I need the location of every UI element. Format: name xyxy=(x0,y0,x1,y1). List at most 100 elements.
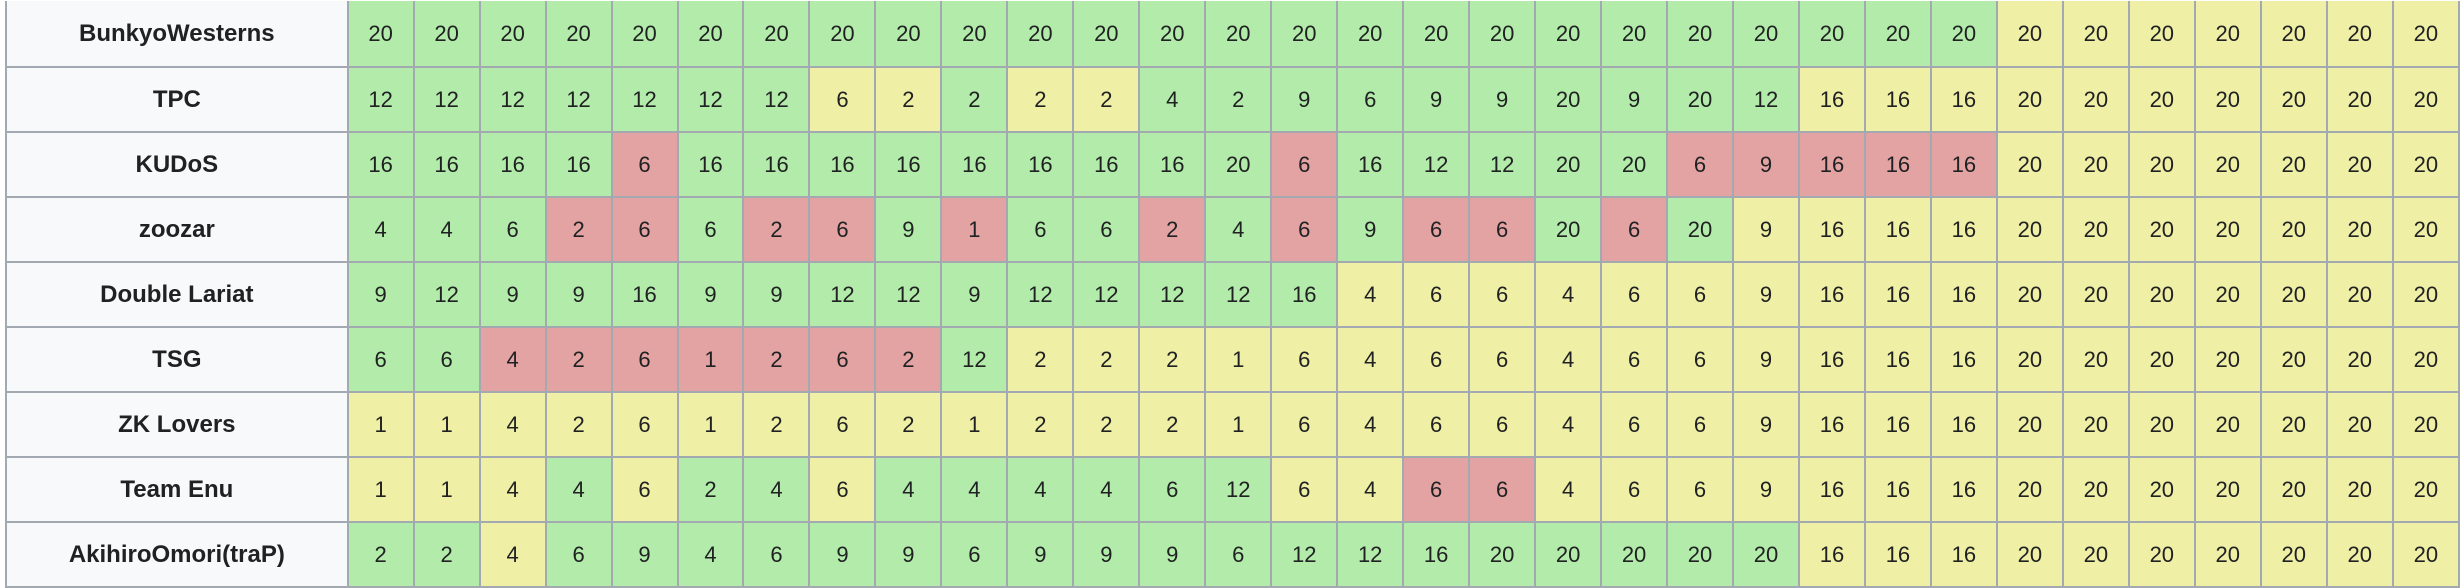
score-cell: 9 xyxy=(1732,456,1800,523)
score-cell: 20 xyxy=(478,1,547,68)
score-cell: 16 xyxy=(610,261,679,328)
score-cell: 2 xyxy=(346,521,415,588)
score-cell: 2 xyxy=(1072,66,1141,133)
score-cell: 6 xyxy=(1204,521,1273,588)
score-cell: 12 xyxy=(478,66,547,133)
score-cell: 20 xyxy=(1863,1,1932,68)
score-cell: 6 xyxy=(610,391,679,458)
score-cell: 4 xyxy=(346,196,415,263)
scoreboard-body: BunkyoWesterns 20 20 20 20 20 20 20 20 20 20 20 20 20… xyxy=(5,1,2460,588)
score-cell: 20 xyxy=(2325,66,2394,133)
score-cell: 20 xyxy=(1666,1,1735,68)
score-cell: 16 xyxy=(1929,391,1998,458)
score-cell: 4 xyxy=(478,521,547,588)
score-cell: 20 xyxy=(2193,391,2262,458)
score-cell: 20 xyxy=(2127,196,2196,263)
score-cell: 6 xyxy=(1600,261,1669,328)
score-cell: 16 xyxy=(1863,391,1932,458)
score-cell: 20 xyxy=(2259,261,2328,328)
score-cell: 12 xyxy=(1072,261,1141,328)
score-cell: 20 xyxy=(1995,1,2064,68)
score-cell: 9 xyxy=(742,261,811,328)
score-cell: 16 xyxy=(874,131,943,198)
score-cell: 12 xyxy=(1138,261,1207,328)
score-cell: 20 xyxy=(2391,261,2460,328)
score-cell: 4 xyxy=(1534,391,1603,458)
score-cell: 6 xyxy=(742,521,811,588)
score-cell: 20 xyxy=(1072,1,1141,68)
score-cell: 12 xyxy=(1204,456,1273,523)
score-cell: 6 xyxy=(808,456,877,523)
score-cell: 16 xyxy=(1929,66,1998,133)
score-cell: 4 xyxy=(940,456,1009,523)
score-cell: 20 xyxy=(2259,521,2328,588)
score-cell: 6 xyxy=(1072,196,1141,263)
score-cell: 2 xyxy=(1072,326,1141,393)
score-cell: 20 xyxy=(2193,521,2262,588)
score-cell: 20 xyxy=(742,1,811,68)
score-cell: 20 xyxy=(676,1,745,68)
score-cell: 20 xyxy=(2127,326,2196,393)
score-cell: 4 xyxy=(478,456,547,523)
score-cell: 16 xyxy=(808,131,877,198)
score-cell: 20 xyxy=(1270,1,1339,68)
score-cell: 16 xyxy=(1863,131,1932,198)
score-cell: 20 xyxy=(1732,1,1800,68)
score-cell: 16 xyxy=(1006,131,1075,198)
score-cell: 2 xyxy=(1138,196,1207,263)
score-cell: 12 xyxy=(412,261,481,328)
score-cell: 20 xyxy=(2127,66,2196,133)
score-cell: 6 xyxy=(1666,326,1735,393)
score-cell: 20 xyxy=(874,1,943,68)
score-cell: 20 xyxy=(2259,66,2328,133)
score-cell: 20 xyxy=(2061,521,2130,588)
score-cell: 6 xyxy=(346,326,415,393)
score-cell: 9 xyxy=(544,261,613,328)
score-cell: 9 xyxy=(346,261,415,328)
score-cell: 20 xyxy=(1600,521,1669,588)
table-row: ZK Lovers 1 1 4 2 6 1 2 6 2 1 2 2 2 1 6 4 6 6 4 6 6 9 16 16 16 20 2… xyxy=(5,391,2460,458)
score-cell: 20 xyxy=(2325,326,2394,393)
score-cell: 20 xyxy=(2391,391,2460,458)
score-cell: 6 xyxy=(1402,391,1471,458)
score-cell: 4 xyxy=(1336,391,1405,458)
score-cell: 12 xyxy=(874,261,943,328)
score-cell: 4 xyxy=(1336,456,1405,523)
score-cell: 20 xyxy=(2193,66,2262,133)
score-cell: 20 xyxy=(2391,326,2460,393)
score-cell: 6 xyxy=(478,196,547,263)
score-cell: 20 xyxy=(2061,66,2130,133)
score-cell: 20 xyxy=(1995,261,2064,328)
score-cell: 9 xyxy=(1732,196,1800,263)
score-cell: 12 xyxy=(1204,261,1273,328)
scoreboard-table: BunkyoWesterns 20 20 20 20 20 20 20 20 20 20 20 20 20… xyxy=(5,1,2460,588)
score-cell: 20 xyxy=(2127,456,2196,523)
score-cell: 20 xyxy=(2259,131,2328,198)
score-cell: 16 xyxy=(1863,66,1932,133)
score-cell: 16 xyxy=(1797,326,1866,393)
score-cell: 16 xyxy=(1797,391,1866,458)
table-row: BunkyoWesterns 20 20 20 20 20 20 20 20 20 20 20 20 20… xyxy=(5,1,2460,68)
score-cell: 20 xyxy=(2193,326,2262,393)
score-cell: 4 xyxy=(1534,261,1603,328)
score-cell: 6 xyxy=(808,326,877,393)
score-cell: 16 xyxy=(1863,196,1932,263)
score-cell: 4 xyxy=(1534,326,1603,393)
score-cell: 2 xyxy=(874,66,943,133)
score-cell: 9 xyxy=(1138,521,1207,588)
score-cell: 4 xyxy=(478,391,547,458)
score-cell: 9 xyxy=(1072,521,1141,588)
score-cell: 9 xyxy=(1732,391,1800,458)
score-cell: 20 xyxy=(2061,131,2130,198)
score-cell: 20 xyxy=(2193,1,2262,68)
score-cell: 6 xyxy=(1600,391,1669,458)
score-cell: 1 xyxy=(346,456,415,523)
score-cell: 20 xyxy=(1995,326,2064,393)
score-cell: 4 xyxy=(544,456,613,523)
table-row: Team Enu 1 1 4 4 6 2 4 6 4 4 4 4 6 12 6 4 6 6 4 6 6 9 16 16 16 20 2… xyxy=(5,456,2460,523)
score-cell: 2 xyxy=(1138,326,1207,393)
team-name-cell: TSG xyxy=(5,326,349,393)
score-cell: 6 xyxy=(1270,391,1339,458)
score-cell: 16 xyxy=(1072,131,1141,198)
score-cell: 20 xyxy=(1138,1,1207,68)
